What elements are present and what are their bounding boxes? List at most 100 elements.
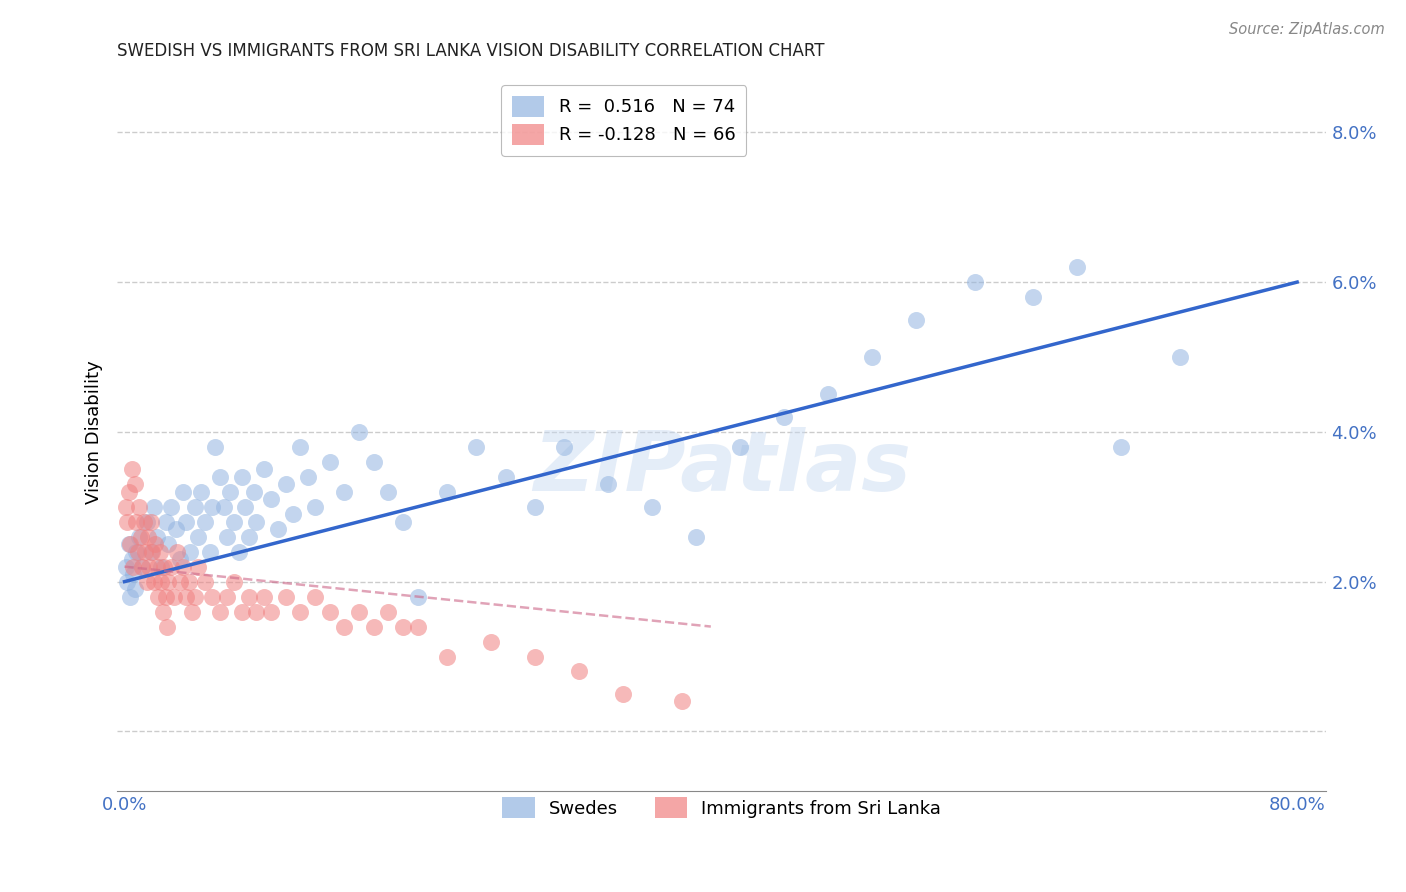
Point bbox=[290, 605, 312, 619]
Point bbox=[260, 605, 283, 619]
Point bbox=[290, 440, 312, 454]
Point bbox=[245, 605, 267, 619]
Point bbox=[184, 590, 207, 604]
Point bbox=[156, 619, 179, 633]
Point bbox=[120, 590, 142, 604]
Point bbox=[125, 515, 148, 529]
Point bbox=[174, 590, 197, 604]
Point bbox=[149, 544, 172, 558]
Point bbox=[212, 500, 235, 514]
Point bbox=[242, 484, 264, 499]
Point bbox=[124, 582, 146, 596]
Point bbox=[612, 687, 634, 701]
Point bbox=[122, 559, 145, 574]
Point bbox=[134, 544, 156, 558]
Point bbox=[131, 559, 153, 574]
Text: Source: ZipAtlas.com: Source: ZipAtlas.com bbox=[1229, 22, 1385, 37]
Y-axis label: Vision Disability: Vision Disability bbox=[86, 360, 103, 504]
Point bbox=[169, 552, 191, 566]
Point bbox=[523, 649, 546, 664]
Point bbox=[122, 567, 145, 582]
Point bbox=[201, 500, 224, 514]
Point bbox=[136, 530, 159, 544]
Point bbox=[187, 530, 209, 544]
Point bbox=[165, 522, 187, 536]
Point bbox=[190, 484, 212, 499]
Point bbox=[238, 590, 260, 604]
Point bbox=[228, 544, 250, 558]
Point bbox=[495, 470, 517, 484]
Text: SWEDISH VS IMMIGRANTS FROM SRI LANKA VISION DISABILITY CORRELATION CHART: SWEDISH VS IMMIGRANTS FROM SRI LANKA VIS… bbox=[117, 42, 825, 60]
Point bbox=[139, 515, 162, 529]
Point bbox=[406, 590, 429, 604]
Point bbox=[201, 590, 224, 604]
Point bbox=[304, 590, 326, 604]
Point bbox=[187, 559, 209, 574]
Point bbox=[128, 500, 150, 514]
Point bbox=[204, 440, 226, 454]
Point bbox=[392, 619, 415, 633]
Point bbox=[155, 590, 177, 604]
Point bbox=[143, 537, 166, 551]
Point bbox=[115, 500, 138, 514]
Point bbox=[129, 530, 152, 544]
Point bbox=[347, 425, 370, 439]
Point bbox=[363, 619, 385, 633]
Point bbox=[177, 574, 200, 589]
Point bbox=[184, 500, 207, 514]
Point bbox=[377, 605, 399, 619]
Point bbox=[333, 619, 356, 633]
Point bbox=[150, 574, 173, 589]
Point bbox=[224, 515, 246, 529]
Point bbox=[1066, 260, 1088, 274]
Point bbox=[598, 477, 620, 491]
Point bbox=[860, 350, 883, 364]
Point bbox=[138, 559, 160, 574]
Point bbox=[568, 665, 591, 679]
Point bbox=[160, 559, 183, 574]
Point bbox=[217, 590, 239, 604]
Point bbox=[141, 544, 163, 558]
Point bbox=[728, 440, 751, 454]
Point bbox=[169, 574, 191, 589]
Point bbox=[150, 559, 173, 574]
Point bbox=[773, 409, 796, 424]
Point bbox=[260, 492, 283, 507]
Point bbox=[139, 544, 162, 558]
Point bbox=[333, 484, 356, 499]
Point bbox=[274, 477, 297, 491]
Point bbox=[392, 515, 415, 529]
Point bbox=[817, 387, 839, 401]
Point bbox=[155, 515, 177, 529]
Point bbox=[172, 559, 194, 574]
Point bbox=[135, 515, 157, 529]
Point bbox=[436, 484, 458, 499]
Point bbox=[224, 574, 246, 589]
Point bbox=[1168, 350, 1191, 364]
Point bbox=[157, 574, 180, 589]
Point bbox=[685, 530, 707, 544]
Point bbox=[1109, 440, 1132, 454]
Point bbox=[194, 574, 217, 589]
Point bbox=[131, 559, 153, 574]
Point bbox=[132, 515, 155, 529]
Point bbox=[208, 605, 231, 619]
Text: ZIPatlas: ZIPatlas bbox=[533, 427, 911, 508]
Point bbox=[671, 694, 693, 708]
Point bbox=[153, 559, 176, 574]
Point bbox=[274, 590, 297, 604]
Point bbox=[253, 462, 276, 476]
Point bbox=[523, 500, 546, 514]
Point bbox=[267, 522, 290, 536]
Point bbox=[219, 484, 242, 499]
Point bbox=[281, 507, 304, 521]
Point bbox=[238, 530, 260, 544]
Point bbox=[377, 484, 399, 499]
Point bbox=[436, 649, 458, 664]
Point bbox=[163, 590, 186, 604]
Point bbox=[166, 544, 188, 558]
Point bbox=[319, 455, 342, 469]
Point bbox=[479, 634, 502, 648]
Point bbox=[641, 500, 664, 514]
Point bbox=[194, 515, 217, 529]
